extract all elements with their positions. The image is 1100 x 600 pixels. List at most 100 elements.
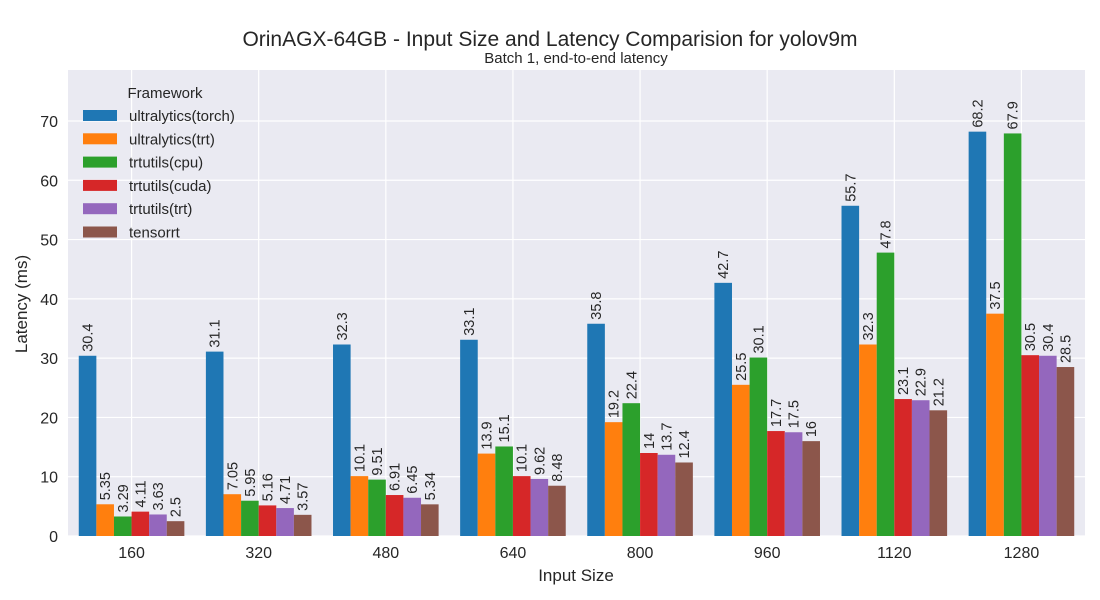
bar — [731, 384, 750, 536]
bar — [894, 399, 912, 536]
bar — [530, 478, 549, 536]
y-tick-label: 0 — [49, 529, 58, 546]
bar-value-label: 7.05 — [225, 462, 241, 490]
y-tick-label: 60 — [40, 173, 58, 190]
bar-value-label: 19.2 — [607, 390, 623, 418]
bar-value-label: 17.5 — [787, 400, 803, 428]
bar — [460, 339, 478, 536]
x-tick-label: 480 — [372, 545, 399, 562]
bar-value-label: 14 — [642, 433, 658, 449]
bar — [149, 514, 167, 536]
bar — [749, 357, 768, 536]
y-axis-ticks: 0 10 20 30 40 50 60 70 — [40, 114, 58, 546]
x-tick-label: 960 — [754, 545, 781, 562]
bar-value-label: 37.5 — [988, 281, 1004, 309]
bar — [587, 323, 605, 536]
bar-value-label: 15.1 — [497, 414, 513, 442]
bar — [276, 508, 294, 536]
bar-value-label: 28.5 — [1058, 335, 1074, 363]
x-tick-label: 1120 — [877, 545, 912, 562]
bar-value-label: 17.7 — [769, 399, 785, 427]
bar — [1056, 367, 1075, 536]
y-tick-label: 20 — [40, 410, 58, 427]
y-tick-label: 30 — [40, 351, 58, 368]
bar — [675, 462, 693, 536]
bar — [1003, 133, 1022, 536]
legend-label: trtutils(cuda) — [129, 178, 212, 195]
legend-title: Framework — [127, 85, 203, 102]
bar — [350, 476, 369, 536]
bar — [767, 431, 785, 536]
y-tick-label: 40 — [40, 292, 58, 309]
bar-value-label: 32.3 — [335, 312, 351, 340]
bar — [1039, 355, 1057, 536]
x-tick-label: 800 — [627, 545, 654, 562]
bar-value-label: 25.5 — [734, 353, 750, 381]
bar — [131, 511, 150, 536]
legend-swatch — [83, 133, 117, 145]
bar-value-label: 5.16 — [260, 473, 276, 501]
y-axis-label: Latency (ms) — [12, 255, 31, 353]
legend-swatch — [83, 226, 117, 238]
bar — [403, 497, 422, 536]
legend-swatch — [83, 203, 117, 215]
bar-value-label: 21.2 — [931, 378, 947, 406]
bar — [333, 344, 351, 536]
data-labels: 30.4 31.1 32.3 33.1 35.8 42.7 55.7 68.2 5.35 7.05… — [81, 99, 1075, 517]
bar — [548, 485, 566, 536]
bar-value-label: 6.91 — [388, 463, 404, 491]
legend-label: trtutils(cpu) — [129, 155, 203, 172]
x-tick-label: 160 — [118, 545, 145, 562]
bar-value-label: 5.35 — [98, 472, 114, 500]
bar-value-label: 3.29 — [116, 484, 132, 512]
bar-value-label: 22.4 — [624, 371, 640, 399]
bar-value-label: 10.1 — [515, 444, 531, 472]
bar-value-label: 55.7 — [843, 174, 859, 202]
bar — [385, 495, 404, 536]
bar — [784, 432, 803, 536]
x-tick-label: 640 — [500, 545, 527, 562]
chart-title: OrinAGX-64GB - Input Size and Latency Co… — [242, 28, 857, 51]
bar — [859, 344, 877, 536]
chart-subtitle: Batch 1, end-to-end latency — [484, 50, 668, 67]
bar — [293, 514, 312, 536]
bar — [258, 505, 277, 536]
legend-label: trtutils(trt) — [129, 201, 192, 218]
bar-value-label: 9.51 — [370, 447, 386, 475]
bar — [495, 446, 513, 536]
bar — [96, 504, 114, 536]
bar — [421, 504, 439, 536]
bar-value-label: 23.1 — [896, 367, 912, 395]
bar — [802, 441, 820, 536]
bar-value-label: 10.1 — [352, 444, 368, 472]
bar — [512, 476, 531, 536]
bar-value-label: 9.62 — [532, 447, 548, 475]
legend-label: ultralytics(torch) — [129, 108, 235, 125]
legend-swatch — [83, 156, 117, 168]
x-tick-label: 1280 — [1004, 545, 1040, 562]
bar — [1021, 355, 1040, 536]
bar-value-label: 30.4 — [81, 324, 97, 352]
bar — [929, 410, 948, 536]
legend-swatch — [83, 110, 117, 121]
y-tick-label: 50 — [40, 233, 58, 250]
bar-value-label: 67.9 — [1006, 101, 1022, 129]
bar — [622, 403, 641, 536]
bar-value-label: 5.34 — [423, 472, 439, 500]
bar — [166, 521, 185, 536]
bar — [640, 452, 658, 536]
bar-value-label: 16 — [804, 421, 820, 437]
bar-value-label: 35.8 — [589, 292, 605, 320]
bar — [841, 205, 860, 537]
bar-value-label: 47.8 — [879, 220, 895, 248]
bar-value-label: 33.1 — [462, 308, 478, 336]
x-axis-label: Input Size — [538, 566, 614, 585]
bar-value-label: 4.71 — [278, 476, 294, 504]
bar-value-label: 2.5 — [169, 497, 185, 517]
bar-value-label: 68.2 — [970, 99, 986, 127]
bar — [477, 453, 496, 536]
bar — [911, 400, 930, 536]
legend-items: ultralytics(torch) ultralytics(trt) trtuti… — [83, 108, 235, 242]
